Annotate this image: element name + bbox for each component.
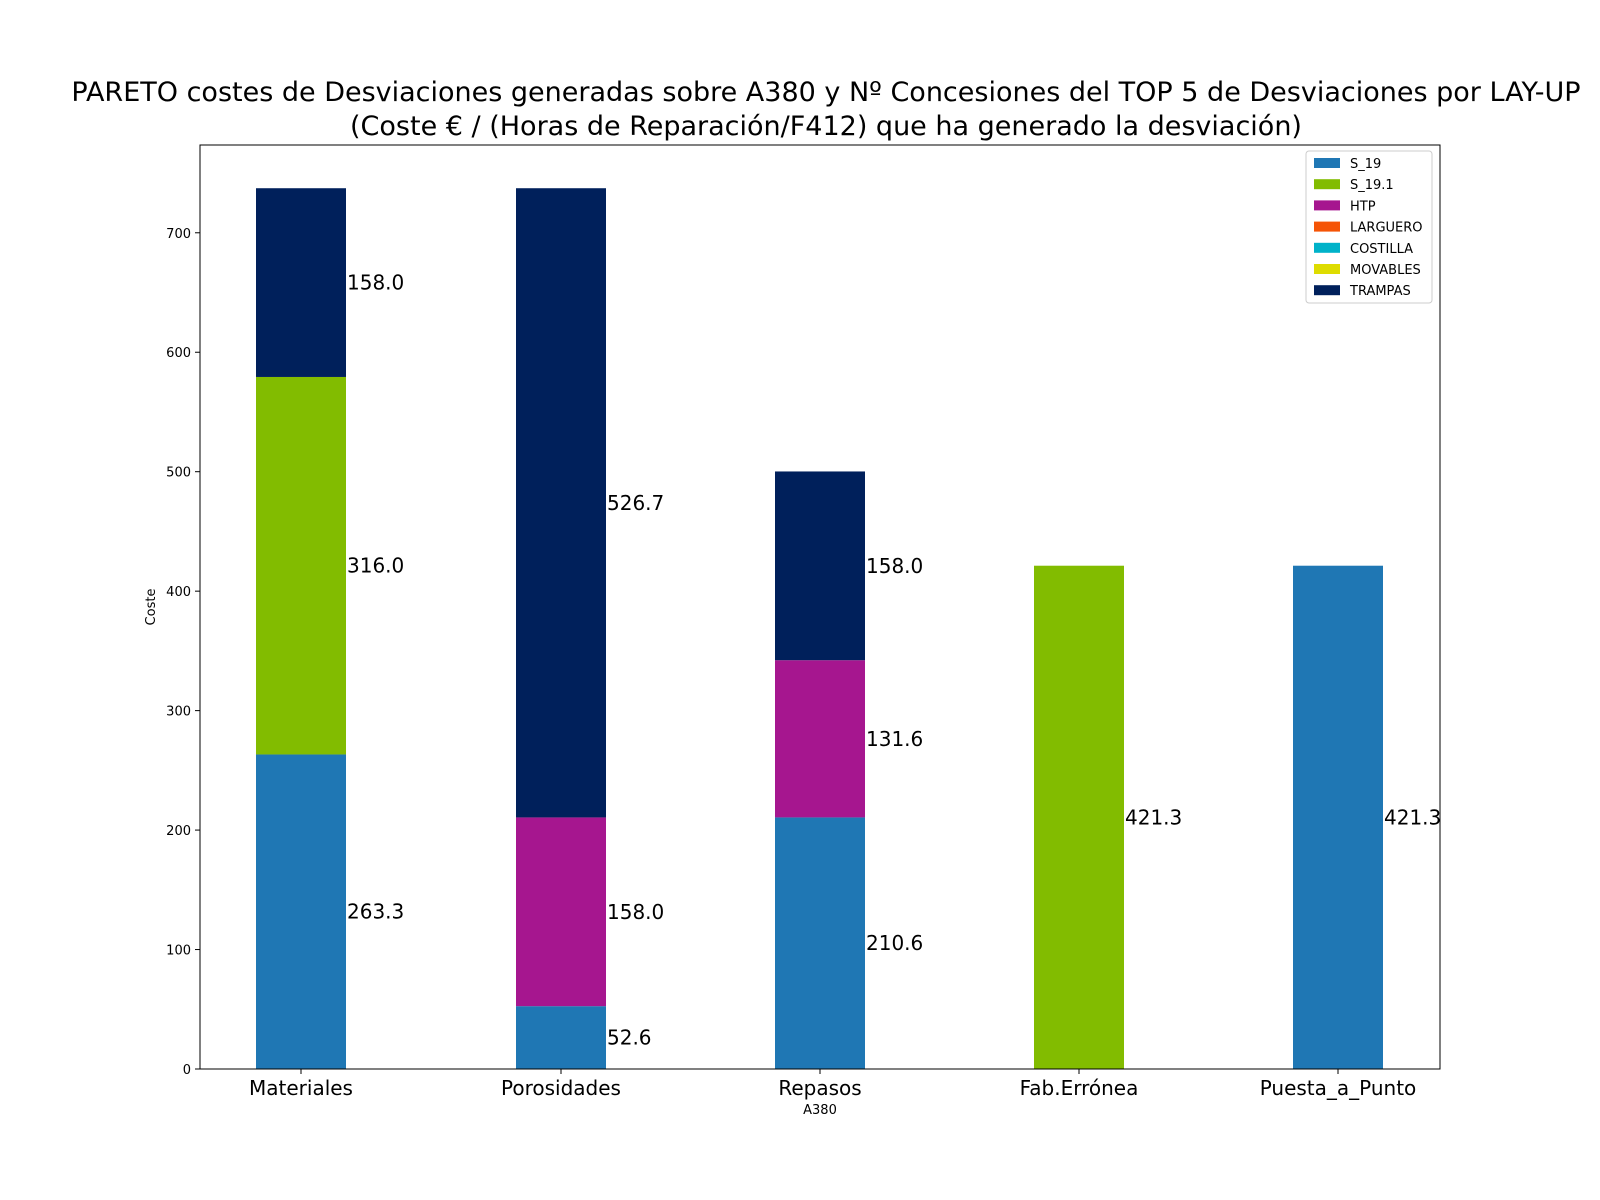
legend: S_19 S_19.1 HTP LARGUERO COSTILLA MOVABLES TRA… <box>1305 150 1433 304</box>
y-tick-label: 400 <box>166 585 191 600</box>
x-axis: Materiales Porosidades Repasos Fab.Errónea P… <box>249 1069 1416 1100</box>
bar-porosidades-s-19 <box>516 1006 606 1069</box>
bar-materiales-trampas <box>256 188 346 377</box>
bar-repasos-trampas <box>775 471 865 661</box>
legend-swatch <box>1314 158 1340 168</box>
bar-repasos-htp <box>775 660 865 818</box>
bars-group <box>256 188 1383 1069</box>
x-tick-label: Materiales <box>249 1076 353 1100</box>
legend-entry: S_19.1 <box>1350 178 1394 193</box>
legend-swatch <box>1314 179 1340 190</box>
data-label: 263.3 <box>347 900 404 924</box>
data-label: 158.0 <box>347 271 404 295</box>
legend-swatch <box>1314 285 1340 296</box>
y-axis-label: Coste <box>144 589 159 626</box>
legend-swatch <box>1314 200 1340 211</box>
bar-porosidades-trampas <box>516 188 606 818</box>
y-tick-label: 200 <box>166 824 191 839</box>
chart-title: PARETO costes de Desviaciones generadas … <box>71 77 1580 108</box>
x-tick-label: Fab.Errónea <box>1020 1076 1139 1100</box>
legend-entry: TRAMPAS <box>1349 284 1411 299</box>
legend-entry: LARGUERO <box>1350 221 1423 236</box>
data-label: 52.6 <box>607 1026 652 1050</box>
data-label: 421.3 <box>1384 805 1441 829</box>
legend-entry: COSTILLA <box>1350 242 1413 257</box>
data-label: 316.0 <box>347 554 404 578</box>
data-label: 131.6 <box>866 727 923 751</box>
legend-swatch <box>1314 242 1340 253</box>
x-tick-label: Repasos <box>778 1076 861 1100</box>
bar-fab-err-nea-s-19-1 <box>1034 565 1124 1069</box>
data-label: 158.0 <box>866 554 923 578</box>
data-label: 421.3 <box>1125 805 1182 829</box>
y-tick-label: 700 <box>166 227 191 242</box>
data-label: 526.7 <box>607 491 664 515</box>
chart-subtitle: (Coste € / (Horas de Reparación/F412) qu… <box>350 111 1302 142</box>
legend-entry: MOVABLES <box>1350 263 1421 278</box>
bar-porosidades-htp <box>516 817 606 1007</box>
y-tick-label: 600 <box>166 346 191 361</box>
x-tick-label: Porosidades <box>501 1076 621 1100</box>
legend-swatch <box>1314 264 1340 274</box>
y-tick-label: 100 <box>166 944 191 959</box>
data-label: 210.6 <box>866 931 923 955</box>
legend-entry: S_19 <box>1350 157 1381 172</box>
legend-entry: HTP <box>1350 199 1376 214</box>
y-axis: 0 100 200 300 400 500 600 700 <box>166 227 200 1078</box>
bar-materiales-s-19-1 <box>256 376 346 755</box>
y-tick-label: 0 <box>183 1063 191 1078</box>
y-tick-label: 300 <box>166 705 191 720</box>
data-label: 158.0 <box>607 900 664 924</box>
x-axis-label: A380 <box>803 1103 837 1118</box>
bar-puesta-a-punto-s-19 <box>1293 565 1383 1069</box>
legend-swatch <box>1314 221 1340 232</box>
bar-materiales-s-19 <box>256 754 346 1069</box>
data-labels-group: 263.3 316.0 158.0 52.6 158.0 526.7 210.6 131.6 1… <box>347 271 1441 1050</box>
x-tick-label: Puesta_a_Punto <box>1260 1076 1417 1100</box>
y-tick-label: 500 <box>166 466 191 481</box>
bar-repasos-s-19 <box>775 817 865 1069</box>
